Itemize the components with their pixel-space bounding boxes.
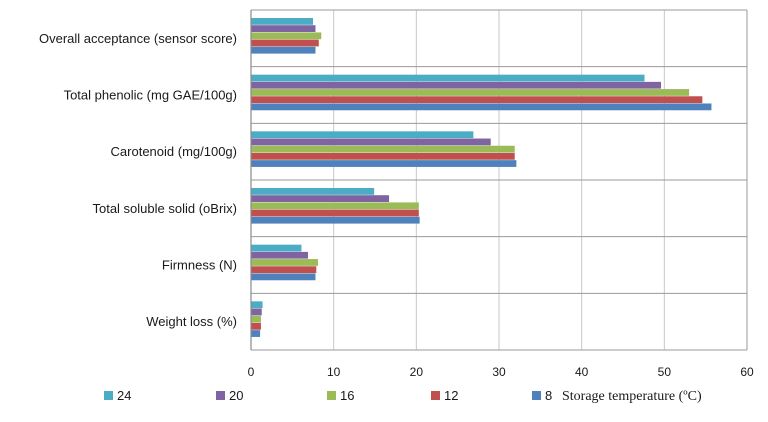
- x-tick-label: 30: [492, 365, 506, 379]
- x-tick-label: 10: [327, 365, 341, 379]
- category-labels: Overall acceptance (sensor score) Total p…: [39, 31, 237, 329]
- bar-8-0: [251, 46, 316, 54]
- legend-label-20: 20: [229, 388, 243, 403]
- legend-swatch-8: [532, 391, 541, 400]
- category-label: Total phenolic (mg GAE/100g): [64, 88, 237, 103]
- bar-24-3: [251, 188, 375, 195]
- legend-label-24: 24: [117, 388, 131, 403]
- x-tick-label: 60: [740, 365, 754, 379]
- legend-swatch-24: [104, 391, 113, 400]
- bar-12-1: [251, 96, 703, 104]
- bar-12-3: [251, 209, 419, 217]
- bar-8-3: [251, 216, 420, 224]
- bar-20-0: [251, 25, 316, 32]
- x-tick-label: 20: [410, 365, 424, 379]
- bar-16-1: [251, 89, 690, 96]
- axes: [250, 10, 748, 350]
- bar-20-3: [251, 195, 390, 202]
- bar-20-4: [251, 251, 309, 259]
- bar-8-1: [251, 103, 712, 111]
- legend-swatch-20: [216, 391, 225, 400]
- bar-24-0: [251, 18, 313, 25]
- legend-label-8: 8: [545, 388, 552, 403]
- legend-label-12: 12: [444, 388, 458, 403]
- bars: [251, 18, 712, 337]
- category-label: Firmness (N): [162, 258, 237, 273]
- category-label: Total soluble solid (oBrix): [92, 201, 237, 216]
- legend-title: Storage temperature (ºC): [562, 389, 702, 404]
- x-tick-label: 50: [658, 365, 672, 379]
- bar-24-2: [251, 131, 474, 139]
- bar-20-1: [251, 81, 662, 89]
- bar-12-4: [251, 266, 317, 274]
- x-tick-label: 0: [248, 365, 255, 379]
- legend-label-16: 16: [340, 388, 354, 403]
- legend-swatch-16: [327, 391, 336, 400]
- bar-20-2: [251, 138, 491, 146]
- category-label: Carotenoid (mg/100g): [111, 144, 237, 159]
- bar-16-5: [251, 315, 261, 323]
- bar-24-4: [251, 244, 302, 252]
- bar-16-4: [251, 259, 318, 266]
- legend-swatch-12: [431, 391, 440, 400]
- bar-16-3: [251, 202, 419, 210]
- bar-16-0: [251, 32, 322, 40]
- bar-12-5: [251, 322, 261, 330]
- legend: 24 20 16 12 8 Storage temperature (ºC): [104, 388, 702, 404]
- grid-lines: [250, 9, 748, 351]
- category-label: Weight loss (%): [146, 314, 237, 329]
- bar-8-4: [251, 273, 316, 281]
- bar-16-2: [251, 145, 515, 153]
- bar-12-2: [251, 152, 515, 160]
- bar-12-0: [251, 39, 319, 47]
- bar-24-1: [251, 74, 645, 82]
- category-label: Overall acceptance (sensor score): [39, 31, 237, 46]
- bar-20-5: [251, 308, 262, 316]
- bar-8-2: [251, 160, 517, 167]
- x-tick-label: 40: [575, 365, 589, 379]
- bar-8-5: [251, 330, 261, 337]
- x-tick-labels: 0 10 20 30 40 50 60: [248, 365, 754, 379]
- bar-24-5: [251, 301, 263, 309]
